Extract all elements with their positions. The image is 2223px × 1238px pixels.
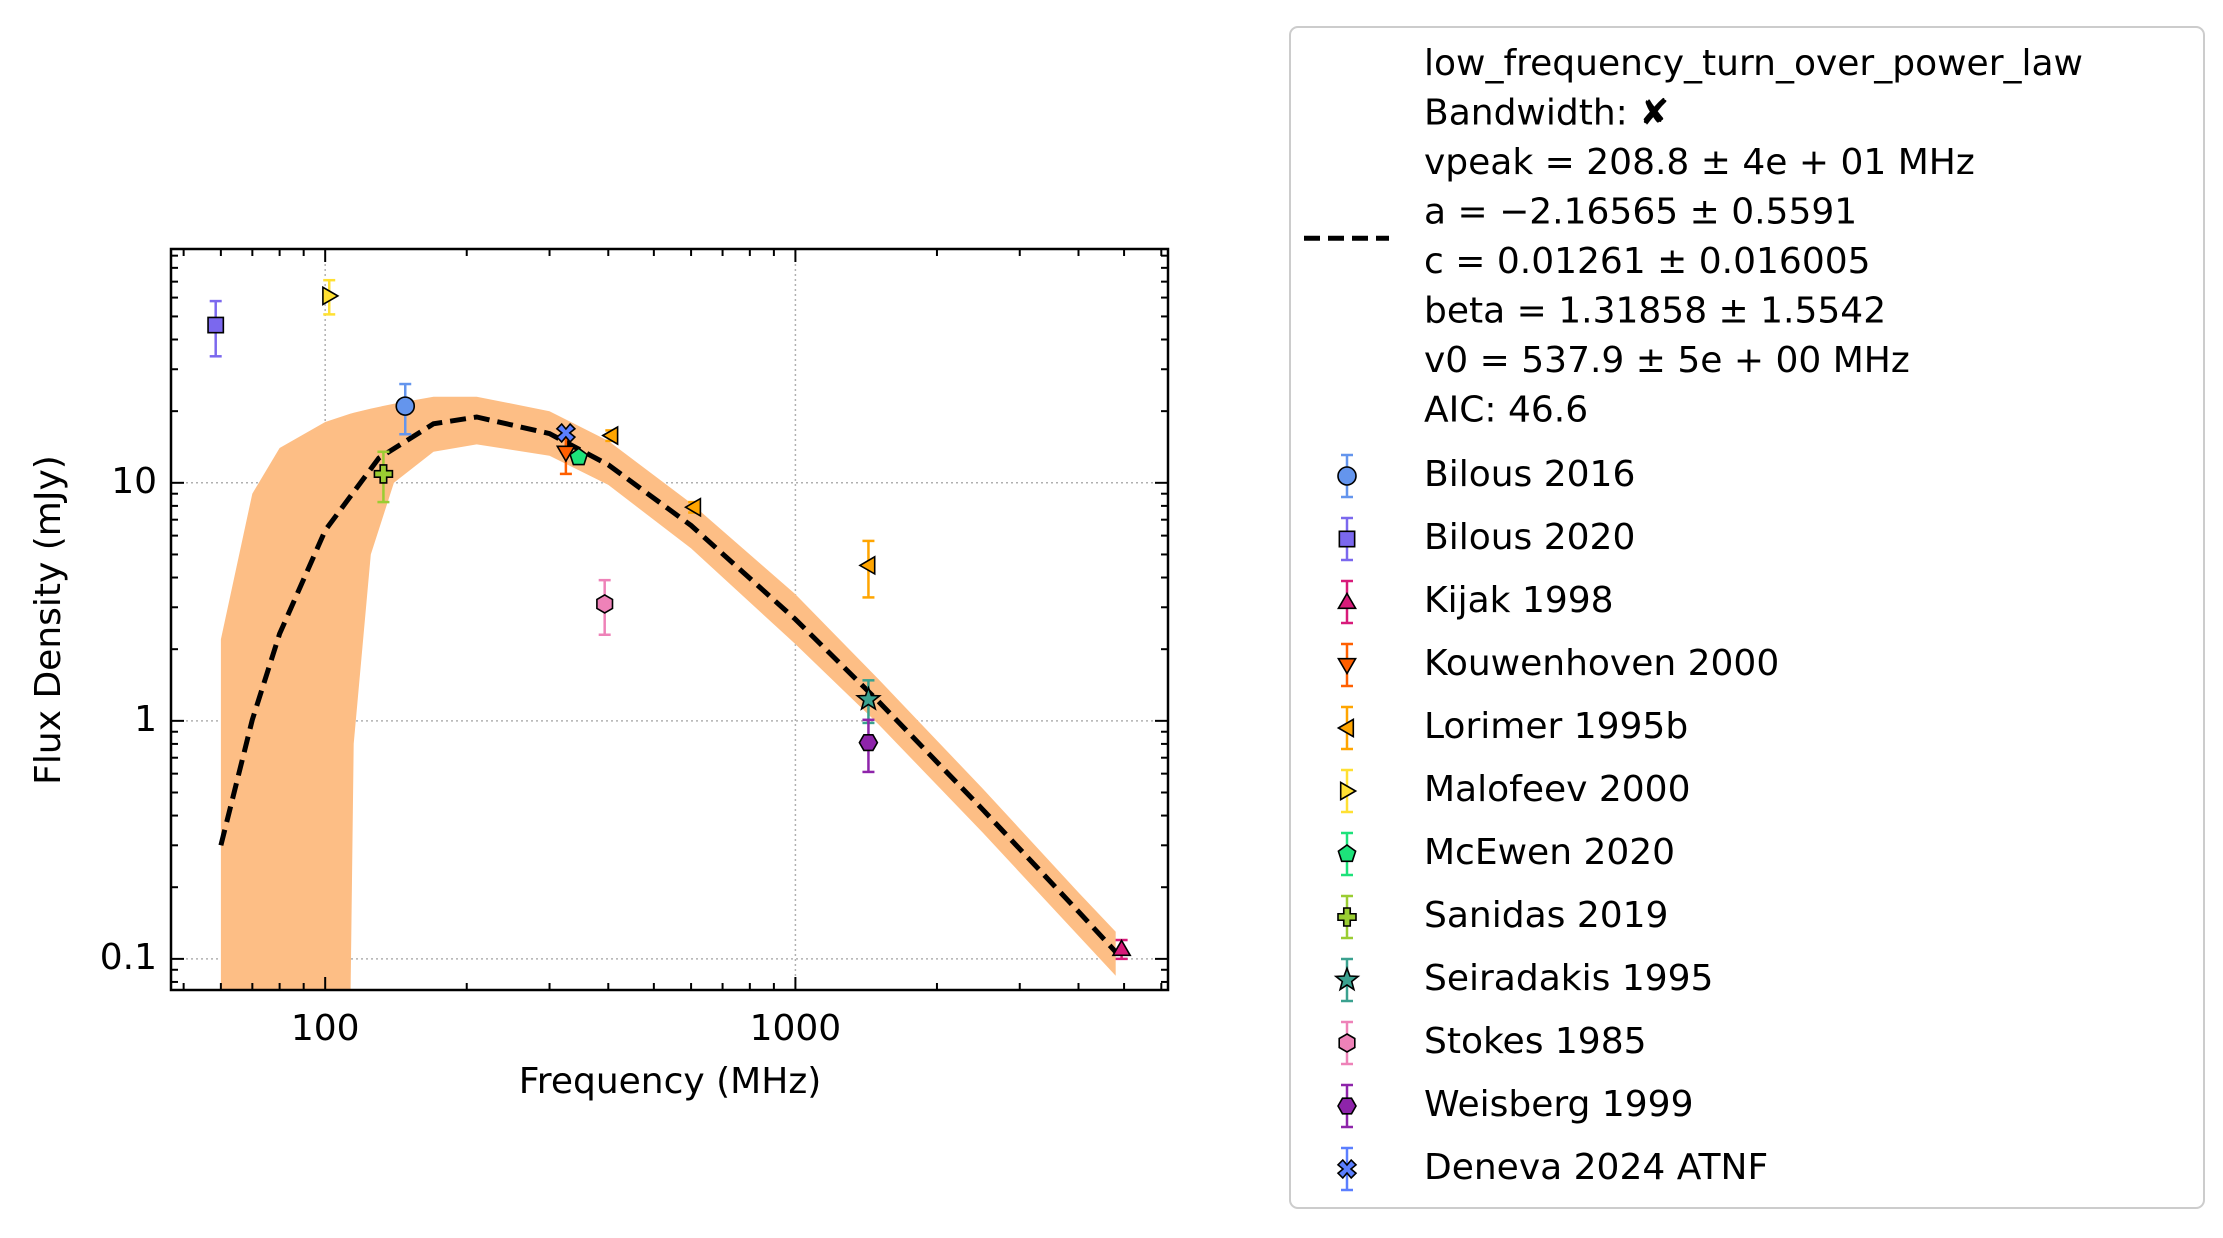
data-point (395, 396, 416, 416)
legend-label: v0 = 537.9 ± 5e + 00 MHz (1424, 340, 1910, 381)
legend-label: Sanidas 2019 (1424, 895, 1668, 936)
data-point (555, 422, 577, 444)
data-point (207, 316, 225, 334)
uncertainty-band (220, 396, 1116, 990)
x-tick-label: 100 (291, 1008, 360, 1049)
legend-label: Bilous 2016 (1424, 454, 1635, 495)
legend-label: beta = 1.31858 ± 1.5542 (1424, 291, 1886, 332)
legend-label: Deneva 2024 ATNF (1424, 1147, 1768, 1188)
data-points (207, 278, 1132, 961)
legend-marker (1337, 657, 1357, 676)
data-point (596, 593, 614, 614)
legend-label: Bandwidth: ✘ (1424, 93, 1669, 134)
legend-marker (1337, 1097, 1357, 1115)
fit-line (218, 414, 1118, 954)
legend-label: McEwen 2020 (1424, 832, 1675, 873)
legend-label: Seiradakis 1995 (1424, 958, 1713, 999)
data-point (855, 685, 882, 711)
axes-frame (169, 247, 1170, 992)
legend-label: Weisberg 1999 (1424, 1084, 1693, 1125)
legend-box (1289, 26, 2205, 1209)
legend-label: Kouwenhoven 2000 (1424, 643, 1779, 684)
x-axis-label: Frequency (MHz) (519, 1061, 822, 1102)
legend-marker (1336, 1158, 1358, 1180)
legend-label: c = 0.01261 ± 0.016005 (1424, 241, 1871, 282)
data-point (1111, 938, 1132, 957)
legend-marker (1337, 907, 1357, 927)
data-point (858, 734, 879, 752)
legend-label: Stokes 1985 (1424, 1021, 1647, 1062)
legend-label: Bilous 2020 (1424, 517, 1635, 558)
data-point (858, 555, 876, 576)
legend-marker (1333, 966, 1361, 992)
legend-label: AIC: 46.6 (1424, 390, 1588, 431)
legend-label: Malofeev 2000 (1424, 769, 1690, 810)
y-tick-label: 1 (134, 699, 157, 740)
legend-marker (1337, 591, 1357, 610)
legend-marker (1337, 844, 1357, 863)
legend-label: a = −2.16565 ± 0.5591 (1424, 192, 1857, 233)
legend-marker (1337, 466, 1357, 486)
legend-label: Kijak 1998 (1424, 580, 1614, 621)
legend-marker (1339, 781, 1358, 801)
legend-marker (1336, 718, 1355, 738)
plot-area (218, 396, 1118, 990)
x-tick-label: 1000 (750, 1008, 842, 1049)
y-tick-label: 10 (111, 461, 157, 502)
data-point (684, 497, 702, 518)
legend-label: low_frequency_turn_over_power_law (1424, 43, 2083, 84)
legend-label: Lorimer 1995b (1424, 706, 1688, 747)
legend-label: vpeak = 208.8 ± 4e + 01 MHz (1424, 142, 1975, 183)
y-tick-label: 0.1 (100, 937, 157, 978)
data-point (569, 447, 589, 466)
legend-marker (1338, 1033, 1356, 1053)
y-axis-label: Flux Density (mJy) (28, 455, 69, 785)
data-point (373, 464, 394, 484)
data-point (322, 285, 340, 306)
legend-marker (1338, 530, 1356, 548)
data-point (601, 425, 619, 446)
